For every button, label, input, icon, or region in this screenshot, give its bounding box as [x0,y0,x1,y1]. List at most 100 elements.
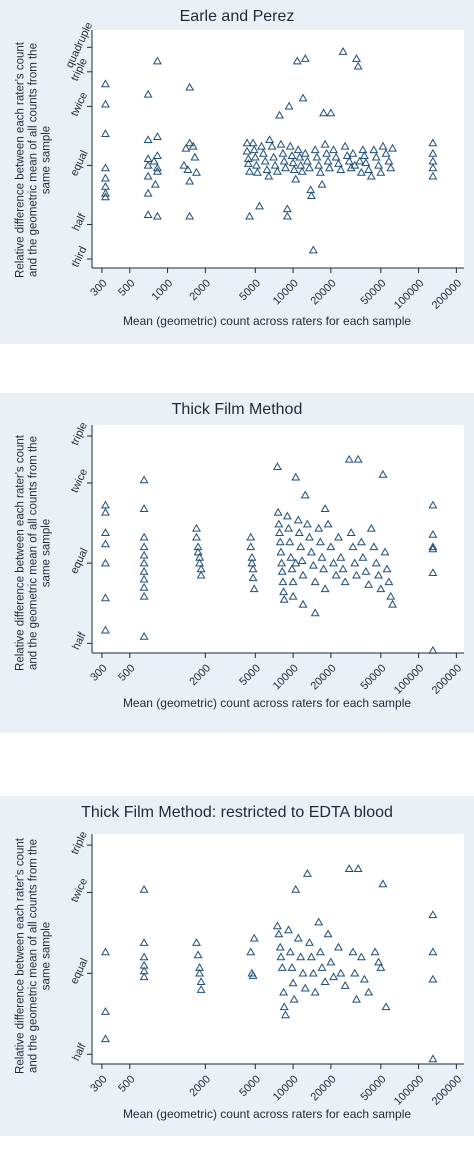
x-tick-label: 500 [116,1073,137,1094]
data-point [326,957,336,966]
x-tick-label: 100000 [392,1073,426,1107]
data-point [340,141,350,150]
x-tick-label: 20000 [309,1073,339,1103]
data-point [428,947,438,956]
data-point [100,528,110,536]
data-point [388,143,398,152]
data-point [386,591,396,600]
data-point [279,1002,289,1011]
data-point [361,158,371,167]
data-point [285,141,295,150]
data-point [329,145,338,154]
data-point [288,158,298,167]
x-tick-label: 300 [88,1073,109,1094]
data-point [242,138,252,147]
data-point [143,188,153,197]
data-point [193,950,203,959]
data-point [369,145,379,154]
data-point [380,547,390,556]
data-point [310,608,320,617]
y-axis-label: Relative difference between each rater's… [4,433,64,673]
data-point [284,523,293,532]
data-point [331,152,341,161]
data-point [340,577,350,586]
data-point [329,558,338,567]
data-point [381,1002,391,1011]
data-point [317,552,327,561]
data-point [288,591,298,600]
data-point [323,156,333,165]
data-point [344,156,354,165]
data-point [275,110,285,119]
data-point [302,156,312,165]
data-point [338,47,348,55]
y-tick-label: triple [69,830,90,857]
x-tick-label: 5000 [237,1073,263,1099]
data-point [300,490,310,499]
data-point [275,942,285,951]
data-point [315,537,325,546]
data-point [298,570,308,579]
x-tick-label: 2000 [187,277,213,303]
data-point [348,148,358,157]
data-point [100,1007,110,1015]
data-point [378,469,388,478]
x-tick-label: 2000 [187,662,213,688]
data-point [246,532,256,541]
x-tick-label: 100000 [392,662,426,696]
y-axis-label-text: Relative difference between each rater's… [14,435,53,671]
data-point [139,550,149,559]
data-point [275,537,285,546]
data-point [297,166,307,175]
data-point [270,160,280,169]
data-point [358,145,368,154]
data-point [260,156,270,165]
plot-area [92,834,464,1064]
data-point [308,560,318,569]
data-point [100,79,110,88]
data-point [428,138,438,147]
plot-area [92,30,464,268]
data-point [269,152,279,161]
data-point [288,577,298,586]
x-axis-label: Mean (geometric) count across raters for… [122,1107,412,1121]
chart-panel-thick-film-edta: triple twice equal half 300 500 2000 5000 10000 2… [0,796,474,1136]
data-point [353,61,363,70]
data-point [284,925,293,934]
data-point [308,968,318,977]
data-point [297,556,307,565]
data-point [317,179,327,188]
data-point [139,504,149,512]
data-point [348,947,358,956]
data-point [348,542,358,551]
data-point [152,132,162,140]
data-point [289,165,299,173]
data-point [331,570,341,579]
data-point [388,599,398,608]
data-point [248,971,258,979]
data-point [100,539,110,548]
data-point [185,82,195,91]
data-point [247,558,257,567]
data-point [428,171,438,180]
data-point [320,584,330,593]
data-point [326,542,336,551]
data-point [315,947,325,956]
x-tick-label: 100000 [392,277,426,311]
data-point [320,977,330,986]
data-point [319,108,329,117]
data-point [298,968,308,977]
y-tick-label: triple [69,421,90,448]
chart-title: Thick Film Method: restricted to EDTA bl… [81,804,393,821]
data-point [192,523,201,532]
data-point [325,163,334,172]
data-point [139,632,149,640]
chart-panel-thick-film: triple twice equal half 300 500 2000 5000 10000 2… [0,393,474,733]
data-point [293,515,303,524]
data-point [181,143,191,152]
data-point [249,933,259,942]
data-point [100,947,110,956]
data-point [100,188,110,197]
data-point [336,165,346,173]
data-point [100,173,110,182]
